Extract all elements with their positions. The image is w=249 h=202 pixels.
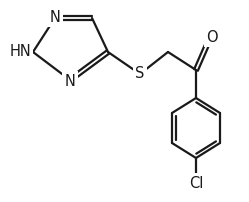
Text: Cl: Cl	[189, 176, 203, 190]
Text: N: N	[64, 74, 75, 88]
Text: O: O	[206, 29, 218, 44]
Text: N: N	[50, 9, 61, 24]
Text: HN: HN	[9, 44, 31, 60]
Text: S: S	[135, 65, 145, 81]
